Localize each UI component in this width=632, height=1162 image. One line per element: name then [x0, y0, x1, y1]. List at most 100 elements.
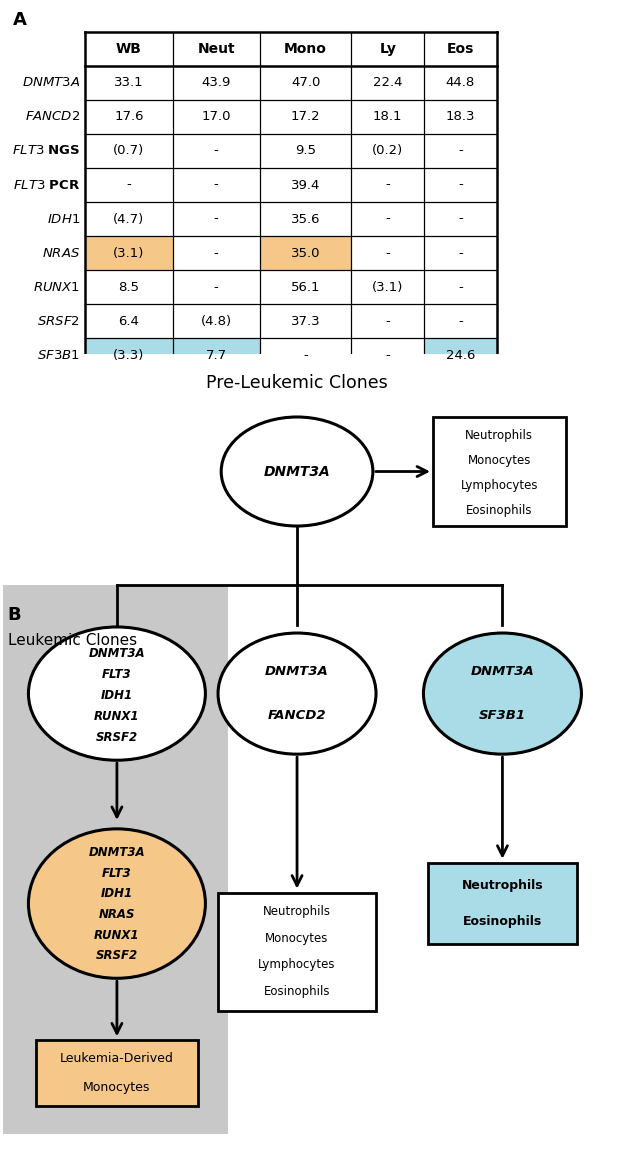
Text: Pre-Leukemic Clones: Pre-Leukemic Clones — [206, 374, 388, 392]
Bar — [85, 236, 173, 270]
Bar — [173, 100, 260, 134]
Text: Leukemic Clones: Leukemic Clones — [8, 633, 137, 648]
Text: RUNX1: RUNX1 — [94, 710, 140, 723]
Text: -: - — [386, 349, 390, 361]
Bar — [260, 202, 351, 236]
Bar — [351, 168, 424, 202]
Bar — [260, 270, 351, 304]
Bar — [85, 304, 173, 338]
Text: -: - — [458, 144, 463, 158]
Text: 39.4: 39.4 — [291, 179, 320, 192]
Text: (3.1): (3.1) — [113, 246, 145, 259]
Text: -: - — [458, 246, 463, 259]
Bar — [424, 168, 497, 202]
Text: B: B — [8, 607, 21, 624]
Text: Eosinophils: Eosinophils — [463, 914, 542, 927]
Bar — [260, 304, 351, 338]
Text: Neutrophils: Neutrophils — [461, 880, 544, 892]
Text: FLT3: FLT3 — [102, 867, 131, 880]
Text: Eos: Eos — [447, 42, 474, 56]
Text: -: - — [126, 179, 131, 192]
Text: -: - — [214, 179, 219, 192]
Bar — [260, 134, 351, 168]
Bar — [424, 270, 497, 304]
Text: SRSF2: SRSF2 — [96, 731, 138, 744]
Bar — [218, 894, 376, 1011]
Bar — [173, 66, 260, 100]
Bar — [260, 168, 351, 202]
Bar — [351, 100, 424, 134]
Bar — [85, 66, 173, 100]
Text: IDH1: IDH1 — [101, 689, 133, 702]
Bar — [260, 236, 351, 270]
Text: DNMT3A: DNMT3A — [264, 465, 331, 479]
Text: $\bf{\it{FLT3}}$ $\bf{NGS}$: $\bf{\it{FLT3}}$ $\bf{NGS}$ — [12, 144, 80, 158]
Bar — [351, 202, 424, 236]
Text: FANCD2: FANCD2 — [268, 709, 326, 722]
Bar — [351, 66, 424, 100]
Bar — [173, 168, 260, 202]
Bar — [173, 304, 260, 338]
Bar — [351, 270, 424, 304]
Text: -: - — [386, 246, 390, 259]
Bar — [85, 270, 173, 304]
Text: Lymphocytes: Lymphocytes — [258, 959, 336, 971]
Text: (4.7): (4.7) — [113, 213, 145, 225]
Text: Neut: Neut — [197, 42, 235, 56]
Text: 22.4: 22.4 — [373, 77, 403, 89]
Bar — [85, 134, 173, 168]
Text: -: - — [458, 213, 463, 225]
Bar — [433, 417, 566, 526]
Ellipse shape — [28, 829, 205, 978]
Bar — [3, 584, 228, 1134]
Text: 47.0: 47.0 — [291, 77, 320, 89]
Text: Eosinophils: Eosinophils — [264, 985, 331, 998]
Text: IDH1: IDH1 — [101, 888, 133, 901]
Ellipse shape — [423, 633, 581, 754]
Bar — [424, 100, 497, 134]
Text: 18.3: 18.3 — [446, 110, 475, 123]
Bar — [424, 134, 497, 168]
Text: 35.0: 35.0 — [291, 246, 320, 259]
Text: NRAS: NRAS — [99, 908, 135, 921]
Bar — [260, 100, 351, 134]
Text: $\bf{\it{FLT3}}$ $\bf{PCR}$: $\bf{\it{FLT3}}$ $\bf{PCR}$ — [13, 179, 80, 192]
Text: $\bf{\it{SRSF2}}$: $\bf{\it{SRSF2}}$ — [37, 315, 80, 328]
Text: 9.5: 9.5 — [295, 144, 316, 158]
Bar — [424, 304, 497, 338]
Text: (0.2): (0.2) — [372, 144, 403, 158]
Text: DNMT3A: DNMT3A — [265, 666, 329, 679]
Text: Lymphocytes: Lymphocytes — [461, 479, 538, 492]
Text: 7.7: 7.7 — [205, 349, 227, 361]
Text: 35.6: 35.6 — [291, 213, 320, 225]
Text: -: - — [458, 280, 463, 294]
Text: Leukemia-Derived: Leukemia-Derived — [60, 1052, 174, 1066]
Text: -: - — [386, 213, 390, 225]
Text: Monocytes: Monocytes — [83, 1081, 150, 1095]
Text: $\bf{\it{IDH1}}$: $\bf{\it{IDH1}}$ — [47, 213, 80, 225]
Bar — [37, 1040, 197, 1106]
Bar — [260, 338, 351, 372]
Text: 33.1: 33.1 — [114, 77, 143, 89]
Text: -: - — [386, 315, 390, 328]
Text: (4.8): (4.8) — [200, 315, 232, 328]
Bar — [424, 66, 497, 100]
Bar — [85, 100, 173, 134]
Bar — [351, 338, 424, 372]
Text: SF3B1: SF3B1 — [479, 709, 526, 722]
Text: 43.9: 43.9 — [202, 77, 231, 89]
Text: SRSF2: SRSF2 — [96, 949, 138, 962]
Text: 24.6: 24.6 — [446, 349, 475, 361]
Text: DNMT3A: DNMT3A — [471, 666, 534, 679]
Bar — [351, 134, 424, 168]
Text: 18.1: 18.1 — [373, 110, 403, 123]
Text: Neutrophils: Neutrophils — [465, 429, 533, 442]
Text: WB: WB — [116, 42, 142, 56]
Ellipse shape — [28, 627, 205, 760]
Bar — [424, 338, 497, 372]
Text: (3.1): (3.1) — [372, 280, 403, 294]
Text: 17.2: 17.2 — [291, 110, 320, 123]
Text: $\bf{\it{RUNX1}}$: $\bf{\it{RUNX1}}$ — [33, 280, 80, 294]
Text: -: - — [214, 144, 219, 158]
Text: -: - — [386, 179, 390, 192]
